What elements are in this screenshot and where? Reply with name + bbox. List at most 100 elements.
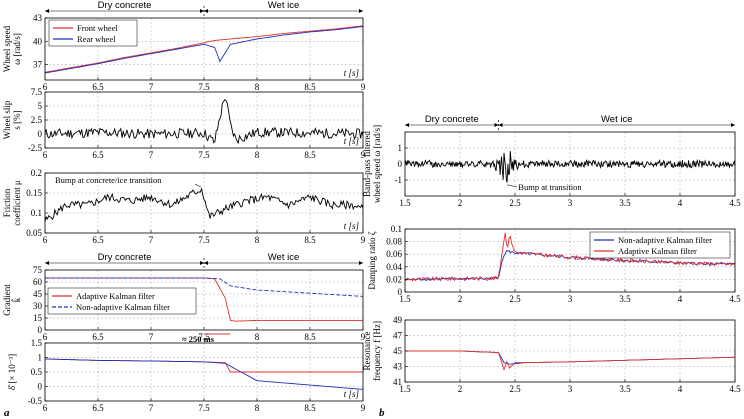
y-axis-label-2: wheel speed ω [rad/s] <box>372 125 382 203</box>
x-tick-label: 9 <box>361 403 366 413</box>
y-tick-label: 1 <box>398 143 403 153</box>
x-tick-label: 3 <box>568 384 573 394</box>
y-tick-label: 0 <box>38 325 43 335</box>
y-tick-label: 0 <box>38 129 43 139</box>
y-tick-label: 5 <box>38 101 43 111</box>
legend-label-1: Non-adaptive Kalman filter <box>76 302 170 312</box>
y-axis-label-1: Damping ratio ζ <box>367 231 377 289</box>
x-tick-label: 4.5 <box>729 198 741 208</box>
x-tick-label: 8 <box>255 235 260 245</box>
x-tick-label: 1.5 <box>399 198 411 208</box>
y-tick-label: -2.5 <box>28 143 43 153</box>
region-label-dry: Dry concrete <box>98 0 152 11</box>
x-tick-label: 2.5 <box>509 198 521 208</box>
region-label-wet: Wet ice <box>601 114 633 125</box>
y-axis-label-1: Wheel slip <box>2 100 12 139</box>
x-tick-label: 6 <box>43 403 48 413</box>
x-tick-label: 8.5 <box>304 403 316 413</box>
x-tick-label: 3 <box>568 294 573 304</box>
x-tick-label: 1.5 <box>399 294 411 304</box>
x-tick-label: 6 <box>43 235 48 245</box>
x-tick-label: 1.5 <box>399 384 411 394</box>
y-axis-label-1: Friction <box>2 188 12 217</box>
x-tick-label: 7 <box>149 403 154 413</box>
y-tick-label: 2.5 <box>31 115 43 125</box>
series-line-1 <box>44 358 364 390</box>
y-tick-label: 15 <box>33 313 43 323</box>
x-tick-label: 6 <box>43 82 48 92</box>
y-axis-label-2: coefficient μ <box>12 180 22 226</box>
x-axis-label: t [s] <box>344 221 360 231</box>
y-axis-label-2: k̂ <box>11 297 22 302</box>
y-tick-label: 30 <box>33 301 43 311</box>
annotation-arrow <box>507 184 518 188</box>
series-line-0 <box>44 25 364 73</box>
y-tick-label: 0.08 <box>386 237 402 247</box>
y-tick-label: 45 <box>33 289 43 299</box>
y-tick-label: 0.5 <box>31 367 43 377</box>
x-tick-label: 6.5 <box>92 235 104 245</box>
y-tick-label: 43 <box>393 362 403 372</box>
y-axis-label-1: Wheel speed <box>2 25 12 72</box>
series-line-1 <box>45 277 364 297</box>
y-axis-label-1: Gradient <box>2 284 12 316</box>
chart-a3: 6 6.5 7 7.5 8 8.5 9 0.2 0.15 0.1 0.05 Friction coeff… <box>2 168 366 245</box>
y-tick-label: 43 <box>33 13 43 23</box>
y-tick-label: 0.1 <box>31 208 42 218</box>
x-tick-label: 6.5 <box>92 82 104 92</box>
x-tick-label: 2 <box>458 294 463 304</box>
x-tick-label: 7.5 <box>198 332 210 342</box>
x-axis-label: t [s] <box>344 68 360 78</box>
x-tick-label: 7 <box>149 82 154 92</box>
y-tick-label: 0.2 <box>31 168 42 178</box>
annotation-arrow <box>194 183 201 188</box>
annotation-delay: ≈ 250 ms <box>182 334 215 344</box>
y-axis-label-1: Resonance <box>362 332 372 371</box>
x-tick-label: 8 <box>255 403 260 413</box>
y-tick-label: 40 <box>33 36 43 46</box>
y-tick-label: 0 <box>38 382 43 392</box>
x-tick-label: 8 <box>255 82 260 92</box>
x-tick-label: 7 <box>149 235 154 245</box>
x-tick-label: 8.5 <box>304 150 316 160</box>
y-tick-label: 7.5 <box>31 87 43 97</box>
y-tick-label: 0.04 <box>386 262 402 272</box>
y-tick-label: 37 <box>33 60 43 70</box>
panel-label-a: a <box>4 407 10 419</box>
chart-a5: 6 6.5 7 7.5 8 8.5 9 1.5 1 0.5 0 -0.5 δ̂ [× 10⁻³] t [s… <box>7 338 366 413</box>
x-tick-label: 4 <box>678 294 683 304</box>
y-tick-label: -0.5 <box>28 396 43 406</box>
x-axis-label: t [s] <box>344 389 360 399</box>
y-tick-label: 0.06 <box>386 249 402 259</box>
y-tick-label: 0 <box>398 287 403 297</box>
x-tick-label: 9 <box>361 82 366 92</box>
legend-label-0: Adaptive Kalman filter <box>76 291 155 301</box>
series-line-1 <box>405 350 736 372</box>
chart-a1: 6 6.5 7 7.5 8 8.5 9 43 40 37 Wheel speed ω [rad/s] t… <box>2 0 366 92</box>
x-tick-label: 2 <box>458 384 463 394</box>
x-tick-label: 6.5 <box>92 403 104 413</box>
y-tick-label: 1 <box>38 353 43 363</box>
x-tick-label: 9 <box>361 332 366 342</box>
x-tick-label: 3 <box>568 198 573 208</box>
y-axis-label-2: ω [rad/s] <box>12 33 22 65</box>
region-label-wet: Wet ice <box>268 0 300 11</box>
series-line-0 <box>44 187 364 222</box>
y-tick-label: 47 <box>393 331 403 341</box>
x-tick-label: 4.5 <box>729 384 741 394</box>
x-tick-label: 7 <box>149 150 154 160</box>
y-axis-label-2: frequency f [Hz] <box>372 321 382 381</box>
chart-b3: 1.5 2 2.5 3 3.5 4 4.5 49 47 45 43 41 Resonance freque… <box>362 315 741 394</box>
legend-label-0: Front wheel <box>77 23 118 33</box>
x-tick-label: 9 <box>361 235 366 245</box>
region-label-dry: Dry concrete <box>98 252 152 263</box>
legend-label-1: Adaptive Kalman filter <box>618 246 697 256</box>
x-tick-label: 7.5 <box>198 150 210 160</box>
y-tick-label: 41 <box>393 377 402 387</box>
y-tick-label: 1.5 <box>31 338 43 348</box>
y-tick-label: 49 <box>393 315 403 325</box>
x-axis-label: t [s] <box>344 136 360 146</box>
x-tick-label: 7.5 <box>198 82 210 92</box>
chart-a4: 6 6.5 7 7.5 8 8.5 9 75 60 45 30 15 0 Gradient k̂ Dry co… <box>2 252 366 344</box>
